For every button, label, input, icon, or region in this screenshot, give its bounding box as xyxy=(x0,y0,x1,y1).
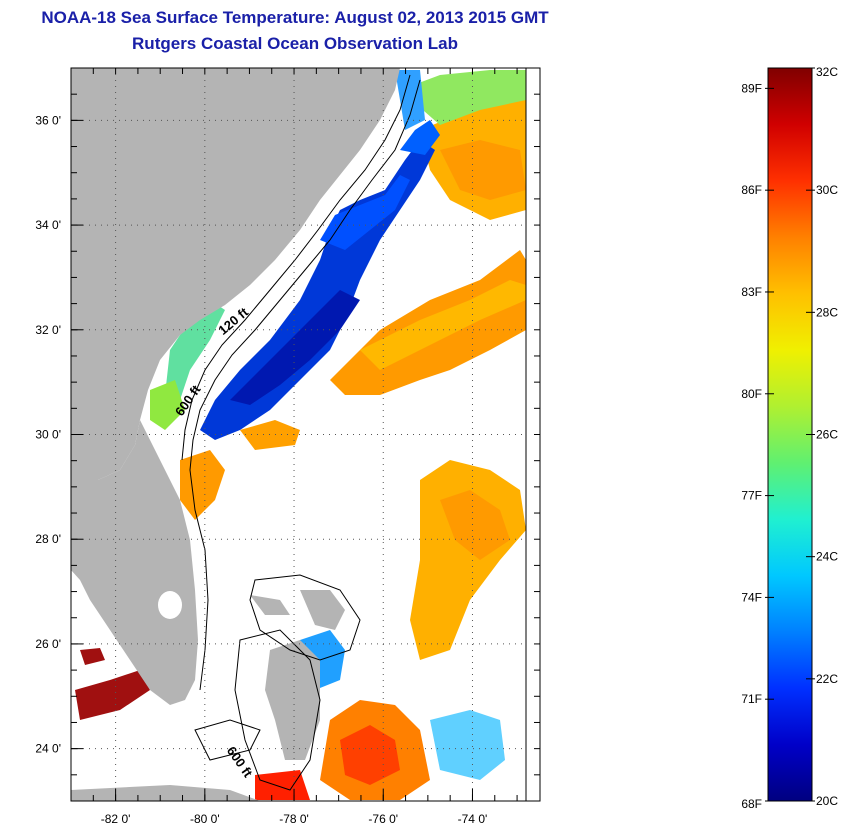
lat-lon-grid xyxy=(71,68,526,801)
celsius-tick-label: 22C xyxy=(816,672,838,686)
lat-tick-label: 28 0' xyxy=(35,532,61,546)
lon-tick-label: -78 0' xyxy=(279,812,309,826)
lat-tick-label: 26 0' xyxy=(35,637,61,651)
bahamas-grand xyxy=(250,595,290,615)
sst-patches xyxy=(75,70,526,800)
page-subtitle: Rutgers Coastal Ocean Observation Lab xyxy=(132,34,458,53)
fahrenheit-tick-label: 83F xyxy=(741,285,762,299)
celsius-tick-label: 20C xyxy=(816,794,838,808)
fahrenheit-tick-label: 71F xyxy=(741,692,762,706)
fahrenheit-tick-label: 74F xyxy=(741,590,762,604)
lat-tick-label: 30 0' xyxy=(35,428,61,442)
bahamas-andros xyxy=(265,640,320,760)
colorbar-ticks: 32C 30C 28C 26C 24C 22C 20C 89F 86F 83F 80F 77F 74F 7… xyxy=(741,65,838,811)
florida-peninsula xyxy=(71,420,198,705)
lon-tick-label: -76 0' xyxy=(368,812,398,826)
lake-okeechobee xyxy=(158,591,182,619)
fahrenheit-tick-label: 80F xyxy=(741,387,762,401)
lon-tick-label: -74 0' xyxy=(458,812,488,826)
fahrenheit-tick-label: 77F xyxy=(741,489,762,503)
lat-tick-label: 36 0' xyxy=(35,113,61,127)
cuba-strip xyxy=(71,785,260,801)
lon-tick-label: -80 0' xyxy=(190,812,220,826)
page-title: NOAA-18 Sea Surface Temperature: August … xyxy=(41,8,549,27)
lat-tick-label: 34 0' xyxy=(35,218,61,232)
lon-tick-label: -82 0' xyxy=(101,812,131,826)
fahrenheit-tick-label: 68F xyxy=(741,797,762,811)
land-areas xyxy=(71,68,400,801)
us-mainland xyxy=(71,68,400,480)
bahamas-abaco xyxy=(300,590,345,630)
lat-tick-label: 24 0' xyxy=(35,742,61,756)
fahrenheit-tick-label: 89F xyxy=(741,81,762,95)
celsius-tick-label: 24C xyxy=(816,550,838,564)
celsius-tick-label: 30C xyxy=(816,183,838,197)
colorbar-gradient xyxy=(767,67,813,802)
celsius-tick-label: 28C xyxy=(816,305,838,319)
celsius-tick-label: 26C xyxy=(816,428,838,442)
celsius-tick-label: 32C xyxy=(816,65,838,79)
map-axis-ticks: -82 0' -80 0' -78 0' -76 0' -74 0' 36 0' 34 0'… xyxy=(35,67,540,826)
depth-contours xyxy=(181,74,421,791)
lat-tick-label: 32 0' xyxy=(35,323,61,337)
fahrenheit-tick-label: 86F xyxy=(741,183,762,197)
